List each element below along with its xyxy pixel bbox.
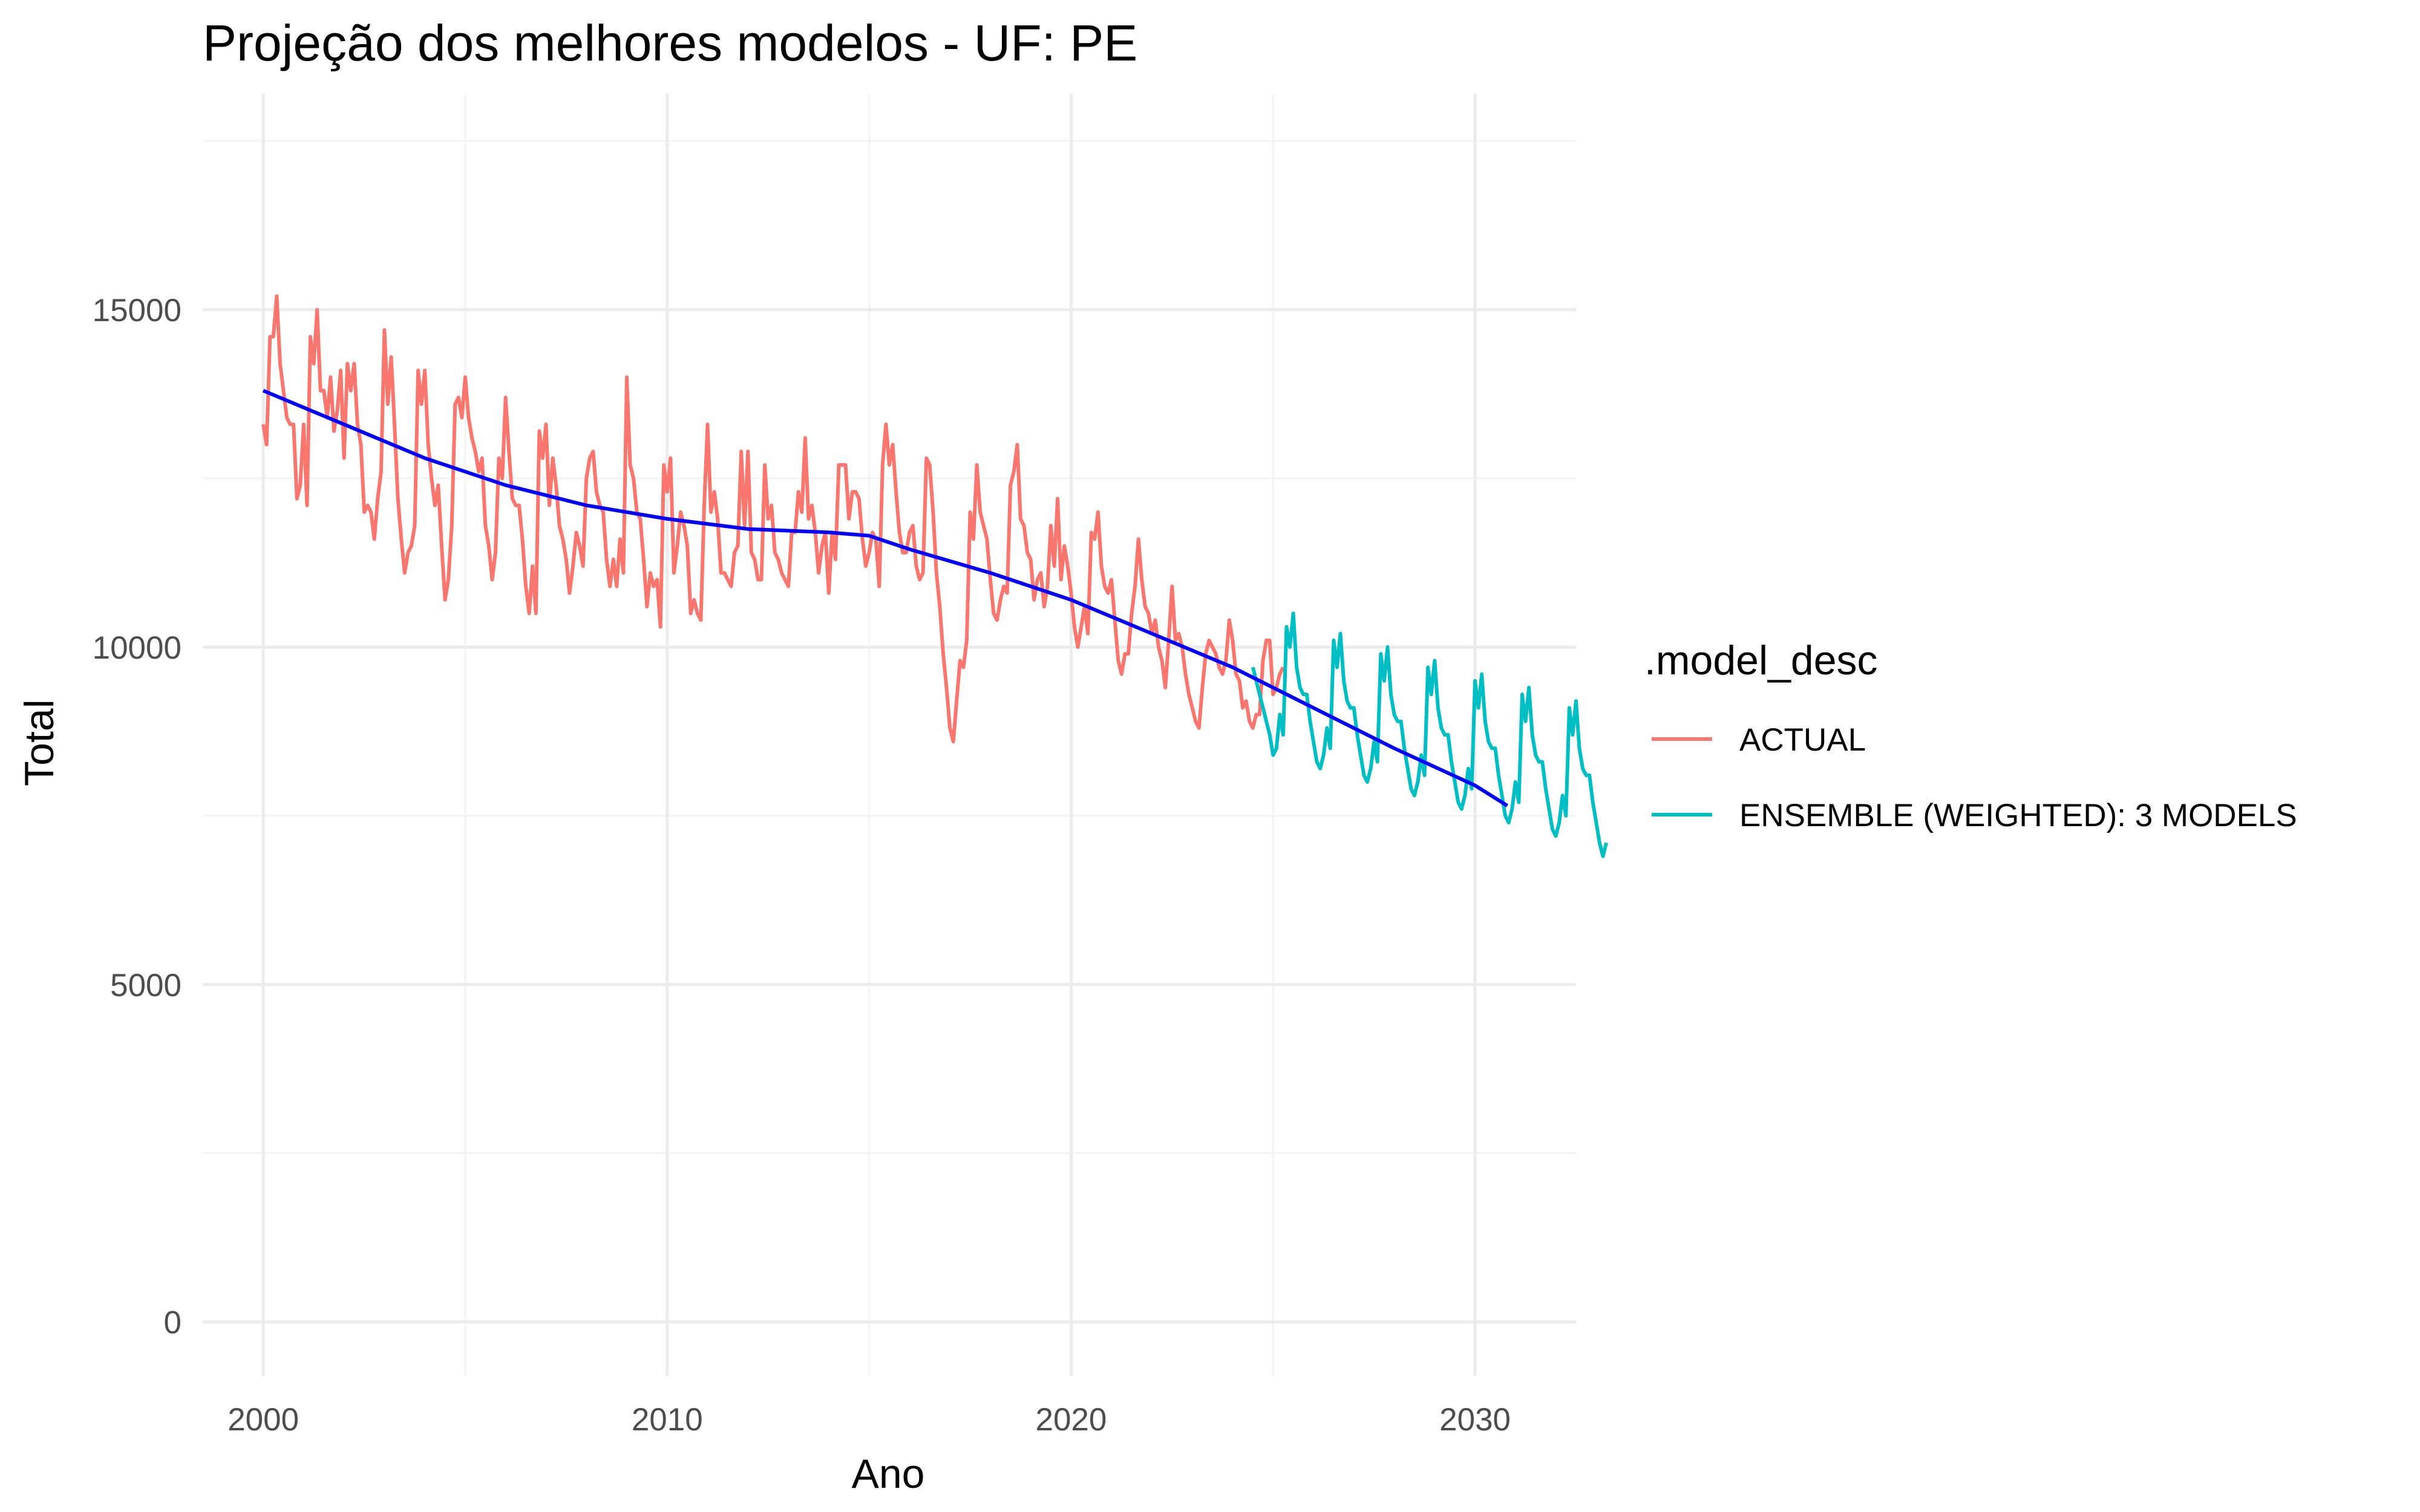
legend-entries: ACTUAL ENSEMBLE (WEIGHTED): 3 MODELS bbox=[1652, 722, 2297, 833]
y-axis-ticks: 0 5000 10000 15000 bbox=[93, 293, 182, 1341]
y-axis-title: Total bbox=[16, 699, 62, 786]
x-tick-label: 2030 bbox=[1439, 1402, 1511, 1438]
x-axis-ticks: 2000 2010 2020 2030 bbox=[227, 1402, 1511, 1438]
chart-title: Projeção dos melhores modelos - UF: PE bbox=[203, 15, 1137, 71]
legend: .model_desc ACTUAL ENSEMBLE (WEIGHTED): 3… bbox=[1644, 637, 2297, 833]
series-line-ensemble-weighted-3-models bbox=[1251, 611, 1609, 858]
y-tick-label: 10000 bbox=[93, 630, 182, 666]
y-tick-label: 15000 bbox=[93, 293, 182, 328]
x-tick-label: 2000 bbox=[227, 1402, 299, 1438]
legend-title: .model_desc bbox=[1644, 637, 1878, 683]
trend-line bbox=[262, 389, 1509, 807]
y-tick-label: 5000 bbox=[110, 968, 182, 1003]
x-tick-label: 2010 bbox=[632, 1402, 703, 1438]
legend-label: ENSEMBLE (WEIGHTED): 3 MODELS bbox=[1739, 798, 2297, 833]
series-group bbox=[261, 294, 1609, 858]
y-tick-label: 0 bbox=[164, 1305, 182, 1341]
x-tick-label: 2020 bbox=[1035, 1402, 1107, 1438]
legend-label: ACTUAL bbox=[1739, 722, 1866, 758]
series-line-actual bbox=[261, 294, 1285, 744]
x-axis-title: Ano bbox=[852, 1451, 925, 1497]
